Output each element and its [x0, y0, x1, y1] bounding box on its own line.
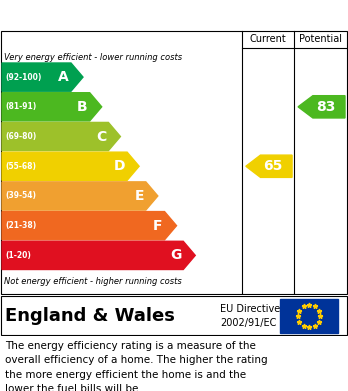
Polygon shape: [2, 241, 195, 269]
Text: England & Wales: England & Wales: [5, 307, 175, 325]
Text: D: D: [113, 159, 125, 173]
Text: Not energy efficient - higher running costs: Not energy efficient - higher running co…: [4, 276, 182, 285]
Text: (1-20): (1-20): [5, 251, 31, 260]
Text: (39-54): (39-54): [5, 192, 36, 201]
Text: E: E: [134, 189, 144, 203]
Polygon shape: [246, 155, 292, 178]
Text: B: B: [77, 100, 88, 114]
Text: Energy Efficiency Rating: Energy Efficiency Rating: [10, 6, 240, 24]
Polygon shape: [2, 63, 83, 91]
Polygon shape: [2, 182, 158, 210]
Polygon shape: [2, 152, 139, 180]
Text: Potential: Potential: [299, 34, 342, 45]
Text: (81-91): (81-91): [5, 102, 36, 111]
Text: A: A: [58, 70, 69, 84]
Text: (92-100): (92-100): [5, 73, 41, 82]
Polygon shape: [298, 96, 345, 118]
Text: Very energy efficient - lower running costs: Very energy efficient - lower running co…: [4, 52, 182, 61]
Text: (55-68): (55-68): [5, 162, 36, 171]
Text: C: C: [96, 129, 106, 143]
Text: F: F: [153, 219, 163, 233]
Text: 83: 83: [316, 100, 335, 114]
Polygon shape: [2, 212, 176, 240]
Polygon shape: [2, 93, 102, 121]
Text: EU Directive: EU Directive: [220, 304, 280, 314]
Text: The energy efficiency rating is a measure of the
overall efficiency of a home. T: The energy efficiency rating is a measur…: [5, 341, 268, 391]
Text: 65: 65: [263, 159, 283, 173]
Bar: [280, 299, 338, 333]
Text: (21-38): (21-38): [5, 221, 36, 230]
Polygon shape: [2, 122, 120, 151]
Text: 2002/91/EC: 2002/91/EC: [220, 318, 276, 328]
Text: (69-80): (69-80): [5, 132, 36, 141]
Text: Current: Current: [250, 34, 286, 45]
Text: G: G: [170, 248, 181, 262]
